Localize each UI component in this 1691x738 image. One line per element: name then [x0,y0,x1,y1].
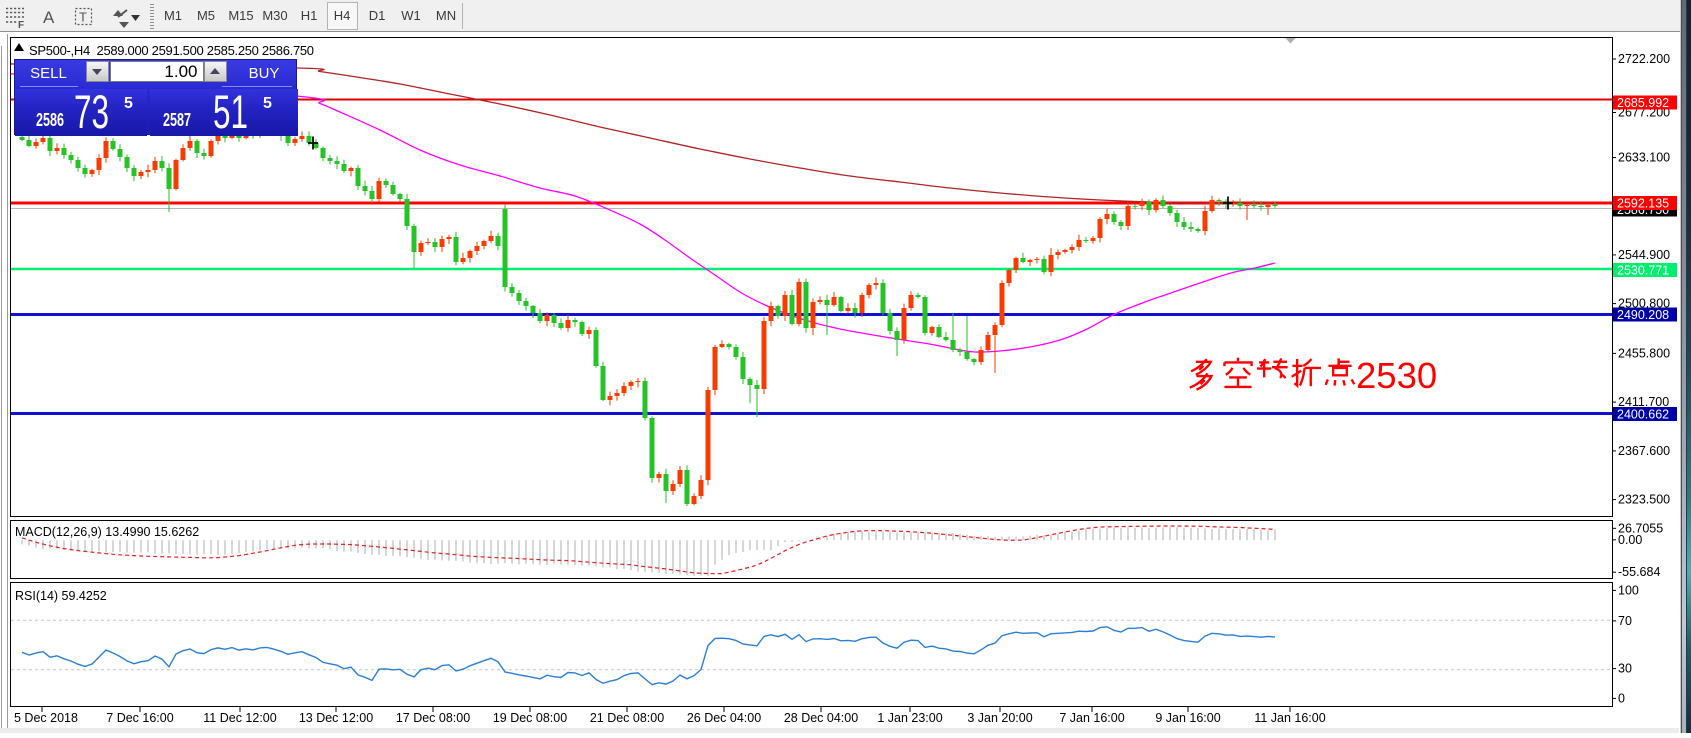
svg-text:2455.800: 2455.800 [1618,346,1670,360]
svg-text:17 Dec 08:00: 17 Dec 08:00 [396,711,470,725]
svg-text:19 Dec 08:00: 19 Dec 08:00 [493,711,567,725]
svg-text:26 Dec 04:00: 26 Dec 04:00 [687,711,761,725]
svg-text:26.7055: 26.7055 [1618,521,1663,535]
svg-text:RSI(14) 59.4252: RSI(14) 59.4252 [15,589,107,603]
svg-text:-55.684: -55.684 [1618,565,1660,579]
svg-text:5 Dec 2018: 5 Dec 2018 [14,711,78,725]
svg-text:2400.662: 2400.662 [1617,408,1669,422]
svg-text:2500.800: 2500.800 [1618,297,1670,311]
svg-text:MACD(12,26,9) 13.4990 15.6262: MACD(12,26,9) 13.4990 15.6262 [15,525,199,539]
svg-text:13 Dec 12:00: 13 Dec 12:00 [299,711,373,725]
svg-text:70: 70 [1618,614,1632,628]
svg-text:7 Dec 16:00: 7 Dec 16:00 [106,711,173,725]
svg-text:2722.200: 2722.200 [1618,52,1670,66]
svg-text:2544.900: 2544.900 [1618,248,1670,262]
svg-text:7 Jan 16:00: 7 Jan 16:00 [1059,711,1124,725]
svg-text:21 Dec 08:00: 21 Dec 08:00 [590,711,664,725]
svg-text:2592.135: 2592.135 [1617,197,1669,211]
svg-text:2323.500: 2323.500 [1618,493,1670,507]
svg-text:3 Jan 20:00: 3 Jan 20:00 [967,711,1032,725]
svg-text:28 Dec 04:00: 28 Dec 04:00 [784,711,858,725]
svg-text:0: 0 [1618,691,1625,705]
svg-text:11 Dec 12:00: 11 Dec 12:00 [203,711,276,725]
svg-text:30: 30 [1618,662,1632,676]
svg-text:T: T [79,10,87,25]
svg-text:2411.700: 2411.700 [1618,395,1669,409]
svg-text:1 Jan 23:00: 1 Jan 23:00 [877,711,942,725]
svg-text:2685.992: 2685.992 [1617,96,1669,110]
svg-text:2633.100: 2633.100 [1618,151,1670,165]
svg-text:100: 100 [1618,583,1639,597]
svg-text:2530: 2530 [1356,355,1437,396]
svg-text:2530.771: 2530.771 [1617,264,1669,278]
svg-text:F: F [18,20,24,31]
svg-text:0.00: 0.00 [1618,533,1642,547]
svg-text:2367.600: 2367.600 [1618,444,1670,458]
svg-text:A: A [43,8,55,27]
svg-text:9 Jan 16:00: 9 Jan 16:00 [1155,711,1220,725]
svg-text:11 Jan 16:00: 11 Jan 16:00 [1254,711,1325,725]
svg-text:2490.208: 2490.208 [1617,308,1669,322]
